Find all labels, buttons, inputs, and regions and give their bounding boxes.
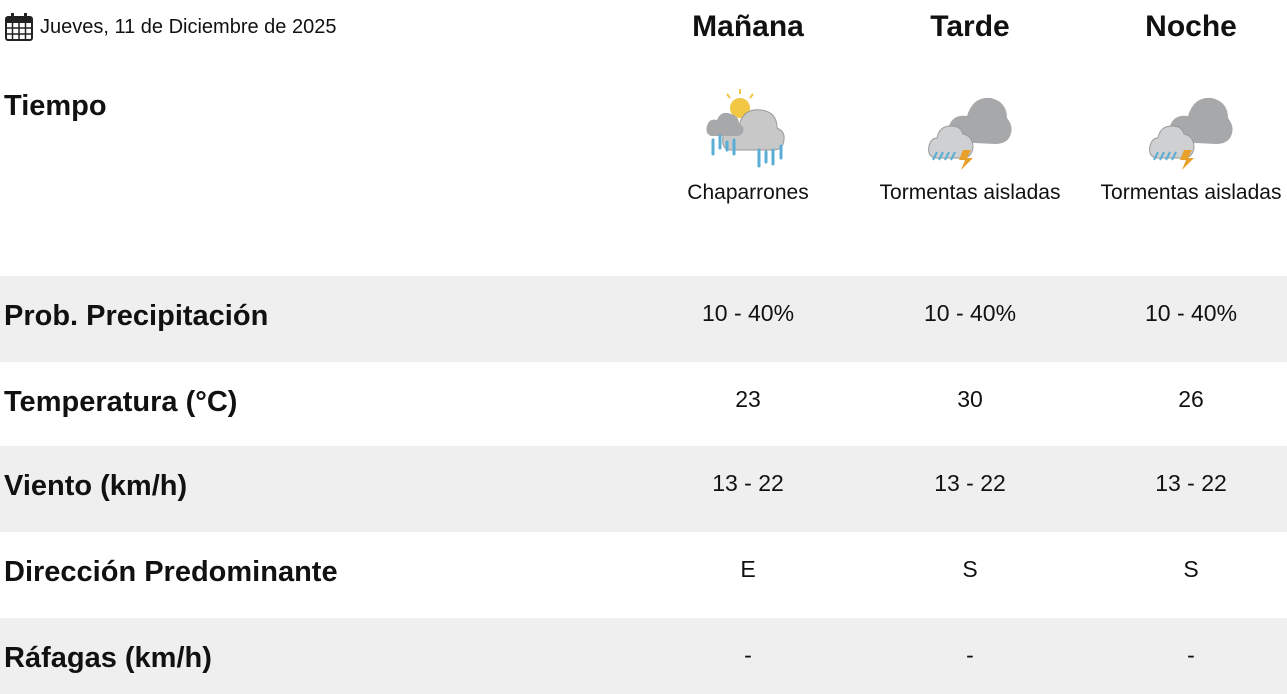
column-header-noche: Noche [1145,10,1237,43]
date-header: Jueves, 11 de Diciembre de 2025 [4,12,336,42]
row-viento: Viento (km/h) 13 - 22 13 - 22 13 - 22 [0,446,1287,532]
value-manana: - [744,642,752,668]
row-label: Viento (km/h) [4,470,188,502]
weather-cell-noche: Tormentas aisladas [1080,88,1287,210]
value-manana: E [740,556,756,582]
row-label: Ráfagas (km/h) [4,642,212,674]
value-manana: 23 [735,386,761,412]
isolated-thunderstorms-icon [928,97,1012,170]
weather-description: Tormentas aisladas [1100,181,1282,204]
tiempo-label: Tiempo [4,90,107,122]
showers-partly-sunny-icon [706,89,785,168]
row-prob-precipitacion: Prob. Precipitación 10 - 40% 10 - 40% 10… [0,276,1287,362]
row-label: Prob. Precipitación [4,300,269,332]
row-temperatura: Temperatura (°C) 23 30 26 [0,362,1287,446]
value-tarde: - [966,642,974,668]
row-label: Dirección Predominante [4,556,338,588]
date-text: Jueves, 11 de Diciembre de 2025 [40,15,337,38]
column-header-manana: Mañana [692,10,804,43]
value-noche: 10 - 40% [1144,300,1238,326]
weather-description: Tormentas aisladas [879,181,1061,204]
weather-cell-manana: Chaparrones [637,88,859,210]
value-manana: 10 - 40% [701,300,795,326]
value-tarde: 10 - 40% [923,300,1017,326]
row-rafagas: Ráfagas (km/h) - - - [0,618,1287,694]
row-label: Temperatura (°C) [4,386,238,418]
row-direccion: Dirección Predominante E S S [0,532,1287,618]
value-tarde: S [962,556,978,582]
value-manana: 13 - 22 [712,470,784,496]
value-noche: - [1187,642,1195,668]
value-noche: 26 [1178,386,1204,412]
calendar-icon [5,13,33,41]
value-tarde: 13 - 22 [934,470,1006,496]
weather-cell-tarde: Tormentas aisladas [859,88,1081,210]
isolated-thunderstorms-icon [1149,97,1233,170]
value-noche: 13 - 22 [1155,470,1227,496]
column-header-tarde: Tarde [930,10,1010,43]
weather-description: Chaparrones [687,181,809,204]
value-noche: S [1183,556,1199,582]
value-tarde: 30 [957,386,983,412]
